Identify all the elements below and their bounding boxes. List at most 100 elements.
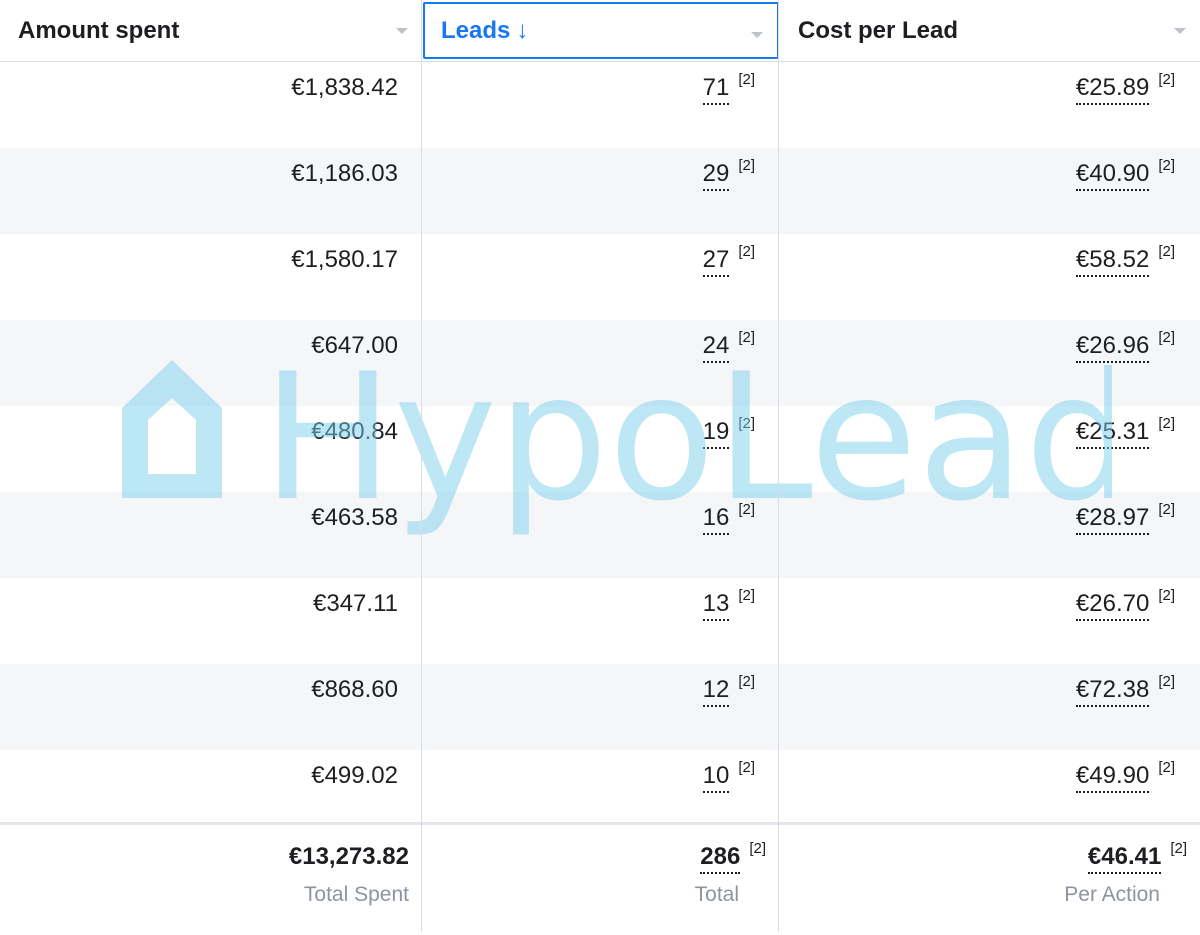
leads-cell[interactable]: 12 [2] bbox=[423, 673, 755, 716]
column-header-label: Leads bbox=[441, 16, 511, 44]
amount-spent-value: €868.60 bbox=[311, 676, 398, 703]
amount-spent-value: €499.02 bbox=[311, 762, 398, 789]
leads-value[interactable]: 16 bbox=[702, 504, 730, 535]
leads-footnote[interactable]: [2] bbox=[738, 329, 755, 346]
leads-footnote[interactable]: [2] bbox=[738, 157, 755, 174]
leads-value[interactable]: 13 bbox=[702, 590, 730, 621]
cost-per-lead-value[interactable]: €25.89 bbox=[1075, 74, 1150, 105]
total-amount-label: Total Spent bbox=[303, 883, 409, 906]
leads-cell[interactable]: 71 [2] bbox=[423, 71, 755, 114]
table-row: €463.58 16 [2] €28.97 [2] bbox=[0, 492, 1200, 578]
amount-spent-cell: €1,838.42 bbox=[0, 74, 398, 114]
leads-footnote[interactable]: [2] bbox=[738, 71, 755, 88]
total-leads-value[interactable]: 286 bbox=[700, 843, 741, 874]
cost-per-lead-footnote[interactable]: [2] bbox=[1158, 243, 1175, 260]
cost-per-lead-footnote[interactable]: [2] bbox=[1158, 587, 1175, 604]
leads-cell[interactable]: 10 [2] bbox=[423, 759, 755, 802]
cost-per-lead-value[interactable]: €28.97 bbox=[1075, 504, 1150, 535]
table-row: €647.00 24 [2] €26.96 [2] bbox=[0, 320, 1200, 406]
column-divider bbox=[421, 0, 422, 932]
dropdown-caret-icon[interactable] bbox=[751, 32, 763, 38]
total-cpl-value[interactable]: €46.41 bbox=[1087, 843, 1162, 874]
table-row: €480.84 19 [2] €25.31 [2] bbox=[0, 406, 1200, 492]
cost-per-lead-footnote[interactable]: [2] bbox=[1158, 71, 1175, 88]
cost-per-lead-cell[interactable]: €49.90 [2] bbox=[780, 759, 1175, 802]
leads-footnote[interactable]: [2] bbox=[738, 243, 755, 260]
column-header-cost-per-lead[interactable]: Cost per Lead bbox=[780, 0, 1200, 61]
table-row: €499.02 10 [2] €49.90 [2] bbox=[0, 750, 1200, 836]
leads-footnote[interactable]: [2] bbox=[738, 415, 755, 432]
cost-per-lead-footnote[interactable]: [2] bbox=[1158, 415, 1175, 432]
leads-value[interactable]: 24 bbox=[702, 332, 730, 363]
cost-per-lead-value[interactable]: €25.31 bbox=[1075, 418, 1150, 449]
amount-spent-cell: €480.84 bbox=[0, 418, 398, 458]
cost-per-lead-value[interactable]: €58.52 bbox=[1075, 246, 1150, 277]
cost-per-lead-cell[interactable]: €26.70 [2] bbox=[780, 587, 1175, 630]
cost-per-lead-cell[interactable]: €25.89 [2] bbox=[780, 71, 1175, 114]
leads-footnote[interactable]: [2] bbox=[738, 759, 755, 776]
dropdown-caret-icon[interactable] bbox=[396, 28, 408, 34]
column-header-label: Cost per Lead bbox=[798, 16, 959, 44]
cost-per-lead-cell[interactable]: €72.38 [2] bbox=[780, 673, 1175, 716]
amount-spent-value: €463.58 bbox=[311, 504, 398, 531]
column-divider bbox=[778, 0, 779, 932]
table-row: €868.60 12 [2] €72.38 [2] bbox=[0, 664, 1200, 750]
leads-value[interactable]: 12 bbox=[702, 676, 730, 707]
table-row: €347.11 13 [2] €26.70 [2] bbox=[0, 578, 1200, 664]
leads-cell[interactable]: 13 [2] bbox=[423, 587, 755, 630]
cost-per-lead-cell[interactable]: €40.90 [2] bbox=[780, 157, 1175, 200]
leads-footnote[interactable]: [2] bbox=[738, 587, 755, 604]
leads-cell[interactable]: 29 [2] bbox=[423, 157, 755, 200]
cost-per-lead-value[interactable]: €40.90 bbox=[1075, 160, 1150, 191]
table-row: €1,580.17 27 [2] €58.52 [2] bbox=[0, 234, 1200, 320]
amount-spent-cell: €1,186.03 bbox=[0, 160, 398, 200]
amount-spent-value: €1,580.17 bbox=[291, 246, 398, 273]
cost-per-lead-value[interactable]: €49.90 bbox=[1075, 762, 1150, 793]
table-header: Amount spent Leads ↓ Cost per Lead bbox=[0, 0, 1200, 62]
total-cpl-footnote[interactable]: [2] bbox=[1170, 840, 1187, 857]
cost-per-lead-cell[interactable]: €26.96 [2] bbox=[780, 329, 1175, 372]
leads-footnote[interactable]: [2] bbox=[738, 673, 755, 690]
leads-cell[interactable]: 27 [2] bbox=[423, 243, 755, 286]
leads-footnote[interactable]: [2] bbox=[738, 501, 755, 518]
column-header-label: Amount spent bbox=[18, 16, 180, 44]
cost-per-lead-footnote[interactable]: [2] bbox=[1158, 501, 1175, 518]
leads-value[interactable]: 71 bbox=[702, 74, 730, 105]
cost-per-lead-cell[interactable]: €28.97 [2] bbox=[780, 501, 1175, 544]
leads-value[interactable]: 10 bbox=[702, 762, 730, 793]
amount-spent-cell: €463.58 bbox=[0, 504, 398, 544]
cost-per-lead-footnote[interactable]: [2] bbox=[1158, 759, 1175, 776]
amount-spent-value: €1,838.42 bbox=[291, 74, 398, 101]
amount-spent-value: €347.11 bbox=[313, 590, 398, 617]
total-leads-label: Total bbox=[694, 883, 739, 906]
cost-per-lead-footnote[interactable]: [2] bbox=[1158, 157, 1175, 174]
leads-value[interactable]: 27 bbox=[702, 246, 730, 277]
cost-per-lead-value[interactable]: €26.70 bbox=[1075, 590, 1150, 621]
dropdown-caret-icon[interactable] bbox=[1174, 28, 1186, 34]
amount-spent-cell: €868.60 bbox=[0, 676, 398, 716]
amount-spent-cell: €347.11 bbox=[0, 590, 398, 630]
column-header-amount-spent[interactable]: Amount spent bbox=[0, 0, 422, 61]
amount-spent-cell: €1,580.17 bbox=[0, 246, 398, 286]
cost-per-lead-cell[interactable]: €58.52 [2] bbox=[780, 243, 1175, 286]
column-header-leads[interactable]: Leads ↓ bbox=[423, 2, 779, 59]
total-cost-per-lead[interactable]: €46.41 [2] bbox=[780, 840, 1187, 874]
table-row: €1,186.03 29 [2] €40.90 [2] bbox=[0, 148, 1200, 234]
total-leads[interactable]: 286 [2] bbox=[423, 840, 766, 874]
leads-cell[interactable]: 24 [2] bbox=[423, 329, 755, 372]
leads-cell[interactable]: 16 [2] bbox=[423, 501, 755, 544]
leads-value[interactable]: 29 bbox=[702, 160, 730, 191]
cost-per-lead-footnote[interactable]: [2] bbox=[1158, 329, 1175, 346]
total-leads-footnote[interactable]: [2] bbox=[749, 840, 766, 857]
cost-per-lead-cell[interactable]: €25.31 [2] bbox=[780, 415, 1175, 458]
amount-spent-cell: €647.00 bbox=[0, 332, 398, 372]
cost-per-lead-value[interactable]: €72.38 bbox=[1075, 676, 1150, 707]
leads-value[interactable]: 19 bbox=[702, 418, 730, 449]
cost-per-lead-footnote[interactable]: [2] bbox=[1158, 673, 1175, 690]
cost-per-lead-value[interactable]: €26.96 bbox=[1075, 332, 1150, 363]
totals-row: €13,273.82 Total Spent 286 [2] Total €46… bbox=[0, 822, 1200, 935]
total-cpl-label: Per Action bbox=[1064, 883, 1160, 906]
table-row: €1,838.42 71 [2] €25.89 [2] bbox=[0, 62, 1200, 148]
leads-cell[interactable]: 19 [2] bbox=[423, 415, 755, 458]
total-amount-spent: €13,273.82 bbox=[288, 843, 409, 870]
